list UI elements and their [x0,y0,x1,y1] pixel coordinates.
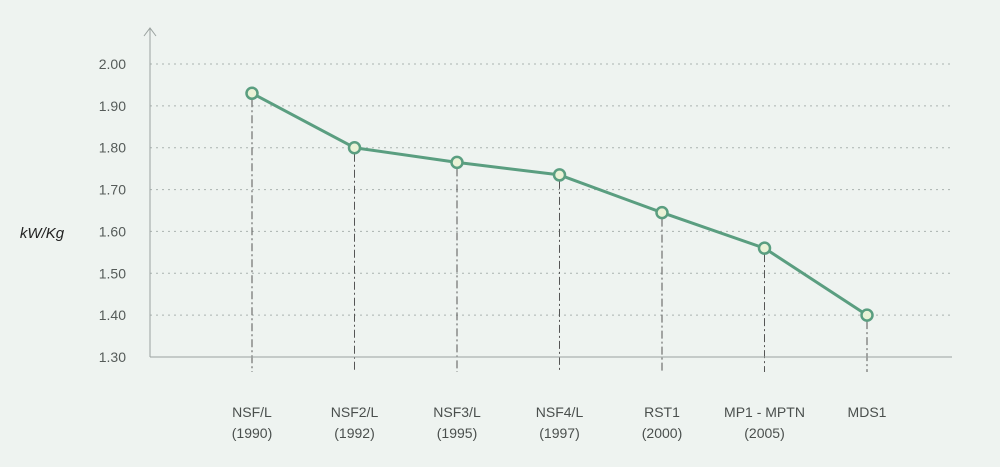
drop-lines [251,99,868,372]
y-tick-labels: 1.30 1.40 1.50 1.60 1.70 1.80 1.90 2.00 [99,56,126,365]
data-point [757,241,772,255]
y-tick-label: 1.60 [99,223,126,239]
x-tick-label: NSF2/L (1992) [331,404,379,441]
y-tick-label: 1.40 [99,307,126,323]
x-tick-label: MDS1 [848,404,887,420]
y-axis-label: kW/Kg [20,225,65,242]
x-tick-labels: NSF/L (1990) NSF2/L (1992) NSF3/L (1995) NSF4/… [232,404,887,441]
y-axis-arrow [143,27,157,37]
data-point [860,308,874,322]
y-tick-label: 2.00 [99,56,126,72]
y-tick-label: 1.50 [99,265,126,281]
y-tick-label: 1.90 [99,98,126,114]
x-tick-label: NSF/L (1990) [232,404,272,441]
data-point [655,205,669,220]
x-tick-label: NSF3/L (1995) [433,404,481,441]
data-point [347,140,362,155]
axes [143,27,952,358]
y-tick-label: 1.80 [99,140,126,156]
x-tick-label: MP1 - MPTN (2005) [724,404,805,441]
data-point [245,86,259,101]
data-point [552,168,567,182]
y-tick-label: 1.30 [99,349,126,365]
x-tick-label: RST1 (2000) [642,404,682,441]
y-tick-label: 1.70 [99,182,126,198]
data-point [450,155,464,170]
x-tick-label: NSF4/L (1997) [536,404,584,441]
grid-lines [150,63,952,316]
data-series [245,86,874,322]
